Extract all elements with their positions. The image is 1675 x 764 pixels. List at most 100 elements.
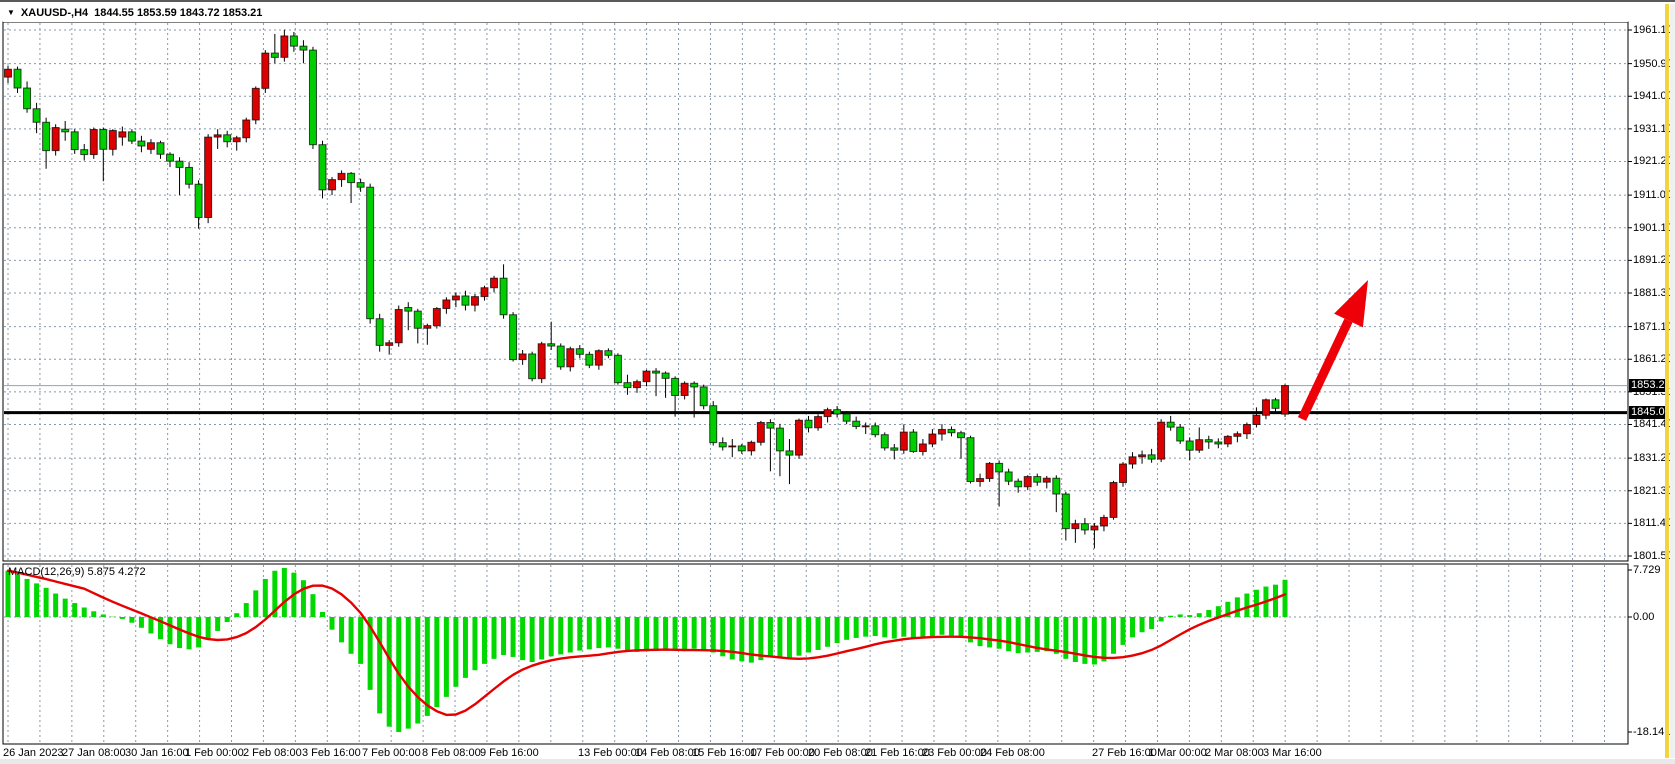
candle xyxy=(156,140,165,159)
candle xyxy=(556,343,565,370)
time-tick-label: 23 Feb 00:00 xyxy=(922,747,987,759)
candle xyxy=(451,292,460,308)
price-tick-label: 1861.20 xyxy=(1633,353,1673,366)
candle xyxy=(1099,514,1108,532)
time-tick-label: 8 Feb 08:00 xyxy=(422,747,481,759)
candle xyxy=(4,65,12,84)
macd-signal-value: 4.272 xyxy=(118,566,146,578)
candle xyxy=(1080,518,1089,535)
window-edge-strip xyxy=(1665,4,1669,758)
price-tick-label: 1811.40 xyxy=(1633,517,1672,530)
price-tick-label: 1941.00 xyxy=(1633,90,1673,103)
candle xyxy=(613,353,622,385)
candle xyxy=(1138,450,1147,464)
candle xyxy=(785,438,794,485)
window-right-border xyxy=(1670,4,1675,758)
candle xyxy=(1061,491,1070,541)
candle xyxy=(594,349,603,370)
time-tick-label: 3 Mar 16:00 xyxy=(1263,747,1322,759)
candle xyxy=(442,297,451,314)
time-tick-label: 13 Feb 00:00 xyxy=(578,747,643,759)
candle xyxy=(1195,427,1204,453)
price-tick-label: 1831.20 xyxy=(1633,452,1673,465)
candle xyxy=(1071,519,1080,543)
candle xyxy=(270,33,279,64)
candle xyxy=(604,348,613,359)
candle xyxy=(356,178,365,192)
time-tick-label: 9 Feb 16:00 xyxy=(480,747,539,759)
candle xyxy=(976,473,985,487)
price-tick-label: 1891.20 xyxy=(1633,254,1673,267)
candle xyxy=(947,426,956,437)
candle xyxy=(680,381,689,400)
candle xyxy=(432,307,441,329)
candle xyxy=(347,172,356,204)
candle xyxy=(1119,462,1128,487)
candle xyxy=(23,81,32,113)
candle xyxy=(509,312,518,362)
candle xyxy=(13,66,22,93)
candle xyxy=(890,443,899,460)
price-tick-label: 1901.10 xyxy=(1633,221,1673,234)
time-tick-label: 27 Feb 16:00 xyxy=(1092,747,1157,759)
ohlc-values: 1844.55 1853.59 1843.72 1853.21 xyxy=(94,7,263,19)
candle xyxy=(51,124,60,156)
candle xyxy=(223,130,232,148)
time-tick-label: 21 Feb 16:00 xyxy=(865,747,930,759)
candle xyxy=(728,438,737,458)
candle xyxy=(985,462,994,482)
macd-main-value: 5.875 xyxy=(87,566,116,578)
symbol-dropdown-icon[interactable]: ▼ xyxy=(7,8,15,17)
candle xyxy=(623,374,632,395)
candle xyxy=(413,308,422,344)
time-tick-label: 27 Jan 08:00 xyxy=(62,747,126,759)
candle xyxy=(299,40,308,64)
candle xyxy=(871,422,880,438)
candle xyxy=(1014,478,1023,493)
candle xyxy=(42,117,51,169)
candle xyxy=(1252,407,1261,428)
candle xyxy=(699,384,708,410)
candle xyxy=(528,351,537,382)
candle xyxy=(185,162,194,189)
candle xyxy=(1214,438,1223,449)
candle xyxy=(1281,384,1290,417)
candle xyxy=(366,183,375,324)
candle xyxy=(1023,475,1032,491)
trend-arrow-annotation[interactable] xyxy=(1297,280,1368,421)
candle xyxy=(137,135,146,153)
candle xyxy=(823,407,832,423)
candle xyxy=(642,369,651,387)
candle xyxy=(461,290,470,311)
candle xyxy=(118,126,127,146)
time-tick-label: 1 Feb 00:00 xyxy=(185,747,244,759)
time-tick-label: 14 Feb 08:00 xyxy=(635,747,700,759)
candle xyxy=(880,432,889,451)
candle xyxy=(89,127,98,159)
candle xyxy=(1242,422,1251,439)
candle xyxy=(490,275,499,293)
candle xyxy=(1185,437,1194,461)
candle xyxy=(575,345,584,359)
candle xyxy=(242,117,251,143)
candle xyxy=(1090,523,1099,549)
candle xyxy=(794,418,803,459)
candle xyxy=(737,443,746,454)
macd-plot-border xyxy=(2,563,1629,745)
candle xyxy=(1004,468,1013,486)
candle xyxy=(966,435,975,484)
candle xyxy=(775,423,784,477)
macd-scale-label: -18.141 xyxy=(1633,726,1671,738)
candle xyxy=(814,414,823,431)
candle xyxy=(1271,397,1280,413)
macd-signal-line xyxy=(6,569,1287,717)
price-line-label: 1845.00 xyxy=(1629,406,1671,420)
candle xyxy=(337,170,346,187)
candle xyxy=(995,460,1004,507)
candle xyxy=(1033,473,1042,486)
candle xyxy=(928,429,937,448)
candle xyxy=(1204,435,1213,449)
candle xyxy=(213,129,222,149)
